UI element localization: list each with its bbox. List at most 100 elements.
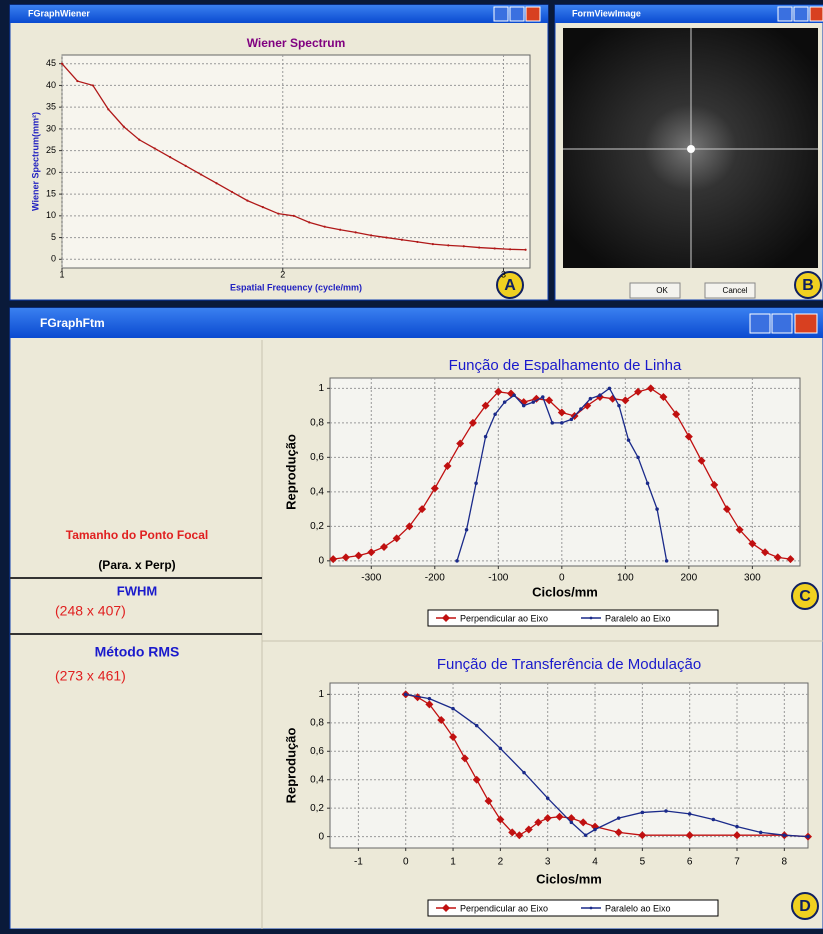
badge-label: D: [799, 898, 811, 915]
plot-area: [330, 683, 808, 848]
y-tick-label: 0,6: [310, 746, 324, 757]
y-tick-label: 45: [46, 58, 56, 68]
panel-heading: Tamanho do Ponto Focal: [66, 528, 208, 542]
x-tick-label: -100: [488, 573, 508, 584]
legend-label: Paralelo ao Eixo: [605, 613, 671, 623]
x-tick-label: 300: [744, 573, 761, 584]
rms-value: (273 x 461): [55, 668, 126, 684]
marker: [688, 812, 692, 816]
marker: [493, 412, 497, 416]
y-tick-label: 0,8: [310, 717, 324, 728]
badge-label: B: [802, 277, 814, 294]
marker: [551, 421, 555, 425]
title-bar: [10, 308, 823, 338]
marker: [589, 397, 593, 401]
marker: [293, 215, 295, 217]
marker: [370, 234, 372, 236]
marker: [627, 438, 631, 442]
y-tick-label: 0,4: [310, 774, 324, 785]
chart-title: Wiener Spectrum: [247, 36, 346, 50]
marker: [262, 206, 264, 208]
legend-label: Perpendicular ao Eixo: [460, 613, 548, 623]
ok-button[interactable]: [630, 283, 680, 298]
y-tick-label: 15: [46, 188, 56, 198]
x-axis-label: Ciclos/mm: [532, 584, 598, 599]
x-tick-label: -200: [425, 573, 445, 584]
close[interactable]: [810, 7, 823, 21]
close[interactable]: [526, 7, 540, 21]
marker: [636, 456, 640, 460]
marker: [524, 249, 526, 251]
y-tick-label: 10: [46, 210, 56, 220]
minimize[interactable]: [750, 314, 770, 333]
y-tick-label: 35: [46, 102, 56, 112]
marker: [499, 747, 503, 751]
close[interactable]: [795, 314, 817, 333]
marker: [200, 173, 202, 175]
title-bar: [10, 5, 548, 23]
x-tick-label: 100: [617, 573, 634, 584]
marker: [712, 818, 716, 822]
marker: [608, 387, 612, 391]
marker: [735, 825, 739, 829]
panel-subheading: (Para. x Perp): [98, 558, 175, 572]
ok-label: OK: [656, 286, 668, 295]
marker: [546, 796, 550, 800]
marker: [617, 816, 621, 820]
x-tick-label: 7: [734, 857, 740, 868]
rms-label: Método RMS: [95, 644, 180, 660]
y-tick-label: 0,6: [310, 452, 324, 463]
maximize[interactable]: [794, 7, 808, 21]
x-tick-label: 5: [640, 857, 646, 868]
marker: [451, 707, 455, 711]
image-center: [687, 145, 695, 153]
y-tick-label: 1: [318, 383, 324, 394]
marker: [107, 108, 109, 110]
cancel-label: Cancel: [723, 286, 748, 295]
marker: [783, 833, 787, 837]
y-tick-label: 25: [46, 145, 56, 155]
y-tick-label: 0,2: [310, 521, 324, 532]
x-tick-label: 8: [782, 857, 788, 868]
window-title: FGraphWiener: [28, 8, 90, 18]
x-axis-label: Espatial Frequency (cycle/mm): [230, 282, 362, 292]
y-tick-label: 0: [318, 555, 324, 566]
marker: [428, 697, 432, 701]
marker: [324, 226, 326, 228]
marker: [169, 156, 171, 158]
marker: [541, 395, 545, 399]
maximize[interactable]: [772, 314, 792, 333]
marker: [138, 139, 140, 141]
marker: [509, 248, 511, 250]
marker: [277, 213, 279, 215]
minimize[interactable]: [778, 7, 792, 21]
fwhm-label: FWHM: [117, 583, 157, 598]
y-tick-label: 30: [46, 123, 56, 133]
y-tick-label: 0: [51, 254, 56, 264]
y-axis-label: Wiener Spectrum(mm²): [30, 112, 40, 211]
marker: [590, 617, 593, 620]
y-tick-label: 0: [318, 831, 324, 842]
marker: [593, 828, 597, 832]
marker: [478, 246, 480, 248]
marker: [665, 559, 669, 563]
plot-area: [330, 378, 800, 566]
marker: [92, 84, 94, 86]
window-title: FormViewImage: [572, 8, 641, 18]
marker: [598, 393, 602, 397]
chart-title: Função de Transferência de Modulação: [437, 656, 701, 673]
maximize[interactable]: [510, 7, 524, 21]
marker: [806, 835, 810, 839]
minimize[interactable]: [494, 7, 508, 21]
x-tick-label: -300: [361, 573, 381, 584]
marker: [579, 407, 583, 411]
marker: [641, 811, 645, 815]
marker: [512, 393, 516, 397]
marker: [339, 229, 341, 231]
x-tick-label: 6: [687, 857, 693, 868]
legend-label: Perpendicular ao Eixo: [460, 903, 548, 913]
marker: [154, 147, 156, 149]
x-tick-label: 4: [592, 857, 598, 868]
marker: [355, 231, 357, 233]
screen: FGraphWiener FormViewImage OK Cancel FGr…: [0, 0, 823, 929]
